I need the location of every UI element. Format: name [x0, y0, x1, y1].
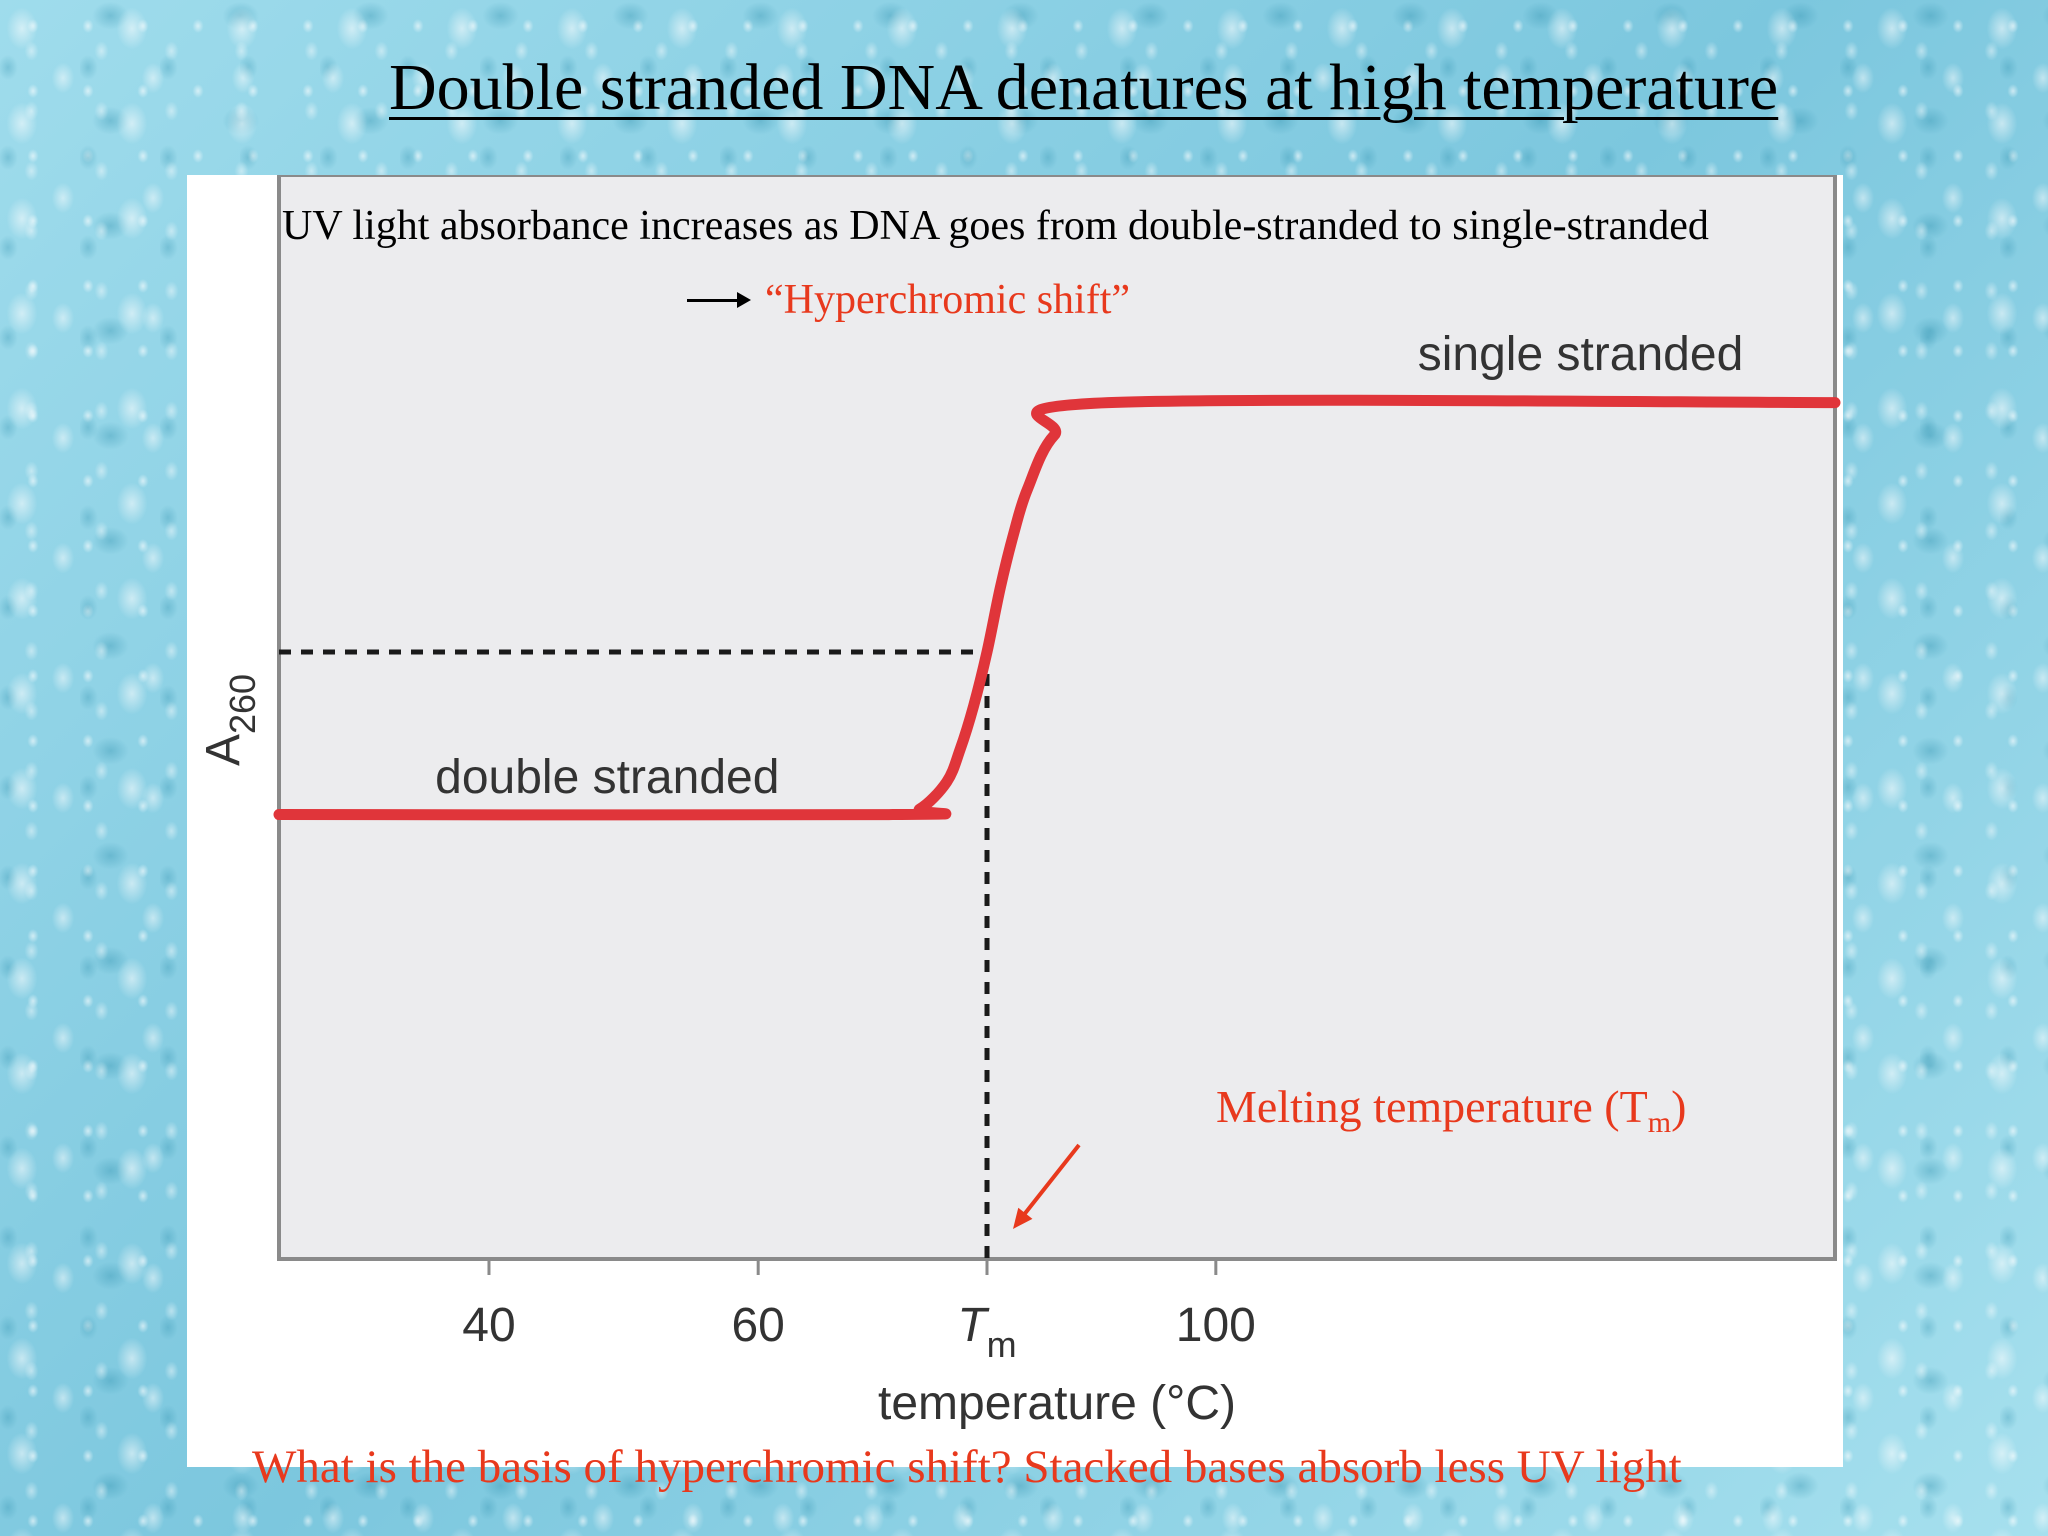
- curve-annotation: single stranded: [1418, 328, 1744, 381]
- tm-label-text: Melting temperature (T: [1216, 1081, 1648, 1132]
- tm-guide-lines: [279, 649, 990, 1259]
- plot-area: [279, 175, 1835, 1259]
- x-tick-label-sub: m: [987, 1324, 1017, 1365]
- hyperchromic-row: “Hyperchromic shift”: [687, 275, 1130, 325]
- x-tick-label: 100: [1176, 1299, 1256, 1352]
- y-axis-label: A260: [197, 674, 263, 766]
- slide-title: Double stranded DNA denatures at high te…: [389, 51, 1779, 124]
- melting-temperature-label: Melting temperature (Tm): [1216, 1080, 1686, 1140]
- tm-arrow: [1013, 1143, 1081, 1229]
- hyperchromic-label: “Hyperchromic shift”: [765, 277, 1131, 323]
- chart-panel: 40 60 Tm 100 double stranded single stranded…: [187, 175, 1843, 1467]
- x-axis-label: temperature (°C): [878, 1377, 1236, 1430]
- curve-annotation: double stranded: [435, 751, 779, 804]
- melting-curve-chart: 40 60 Tm 100 double stranded single stranded…: [197, 175, 1841, 1430]
- arrow-right-icon: [687, 291, 751, 308]
- plot-frame: [277, 175, 1837, 1261]
- x-tick-label: 40: [462, 1299, 515, 1352]
- axis-frame: [277, 175, 1837, 1261]
- tm-arrow-line: [1017, 1143, 1081, 1223]
- bottom-question: What is the basis of hyperchromic shift?…: [252, 1441, 1682, 1493]
- tm-arrow-head-icon: [1013, 1207, 1033, 1229]
- curve-annotations: double stranded single stranded: [435, 328, 1743, 804]
- chart-subtitle: UV light absorbance increases as DNA goe…: [282, 203, 1709, 249]
- tm-label-close: ): [1671, 1081, 1687, 1132]
- x-tick-label: Tm: [957, 1299, 1016, 1365]
- melting-curve-line: [273, 394, 1841, 821]
- x-ticks: 40 60 Tm 100: [462, 1259, 1256, 1365]
- y-axis-label-sub: 260: [222, 674, 263, 734]
- x-tick-label: 60: [731, 1299, 784, 1352]
- tm-label-sub: m: [1647, 1106, 1672, 1139]
